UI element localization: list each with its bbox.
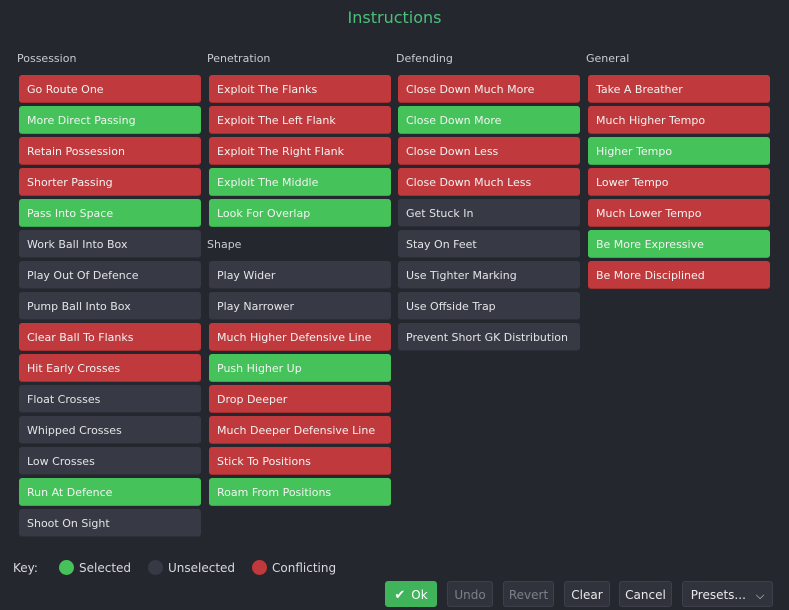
chevron-down-icon: ⌵: [755, 589, 765, 602]
instruction-play-narrower-button[interactable]: Play Narrower: [209, 292, 391, 320]
dialog-title: Instructions: [347, 8, 442, 27]
instruction-take-a-breather-button[interactable]: Take A Breather: [588, 75, 770, 103]
instruction-stay-on-feet-button[interactable]: Stay On Feet: [398, 230, 580, 258]
instruction-use-offside-trap-button[interactable]: Use Offside Trap: [398, 292, 580, 320]
instruction-look-for-overlap-button[interactable]: Look For Overlap: [209, 199, 391, 227]
instruction-be-more-disciplined-button[interactable]: Be More Disciplined: [588, 261, 770, 289]
presets-button-label: Presets...: [690, 588, 746, 602]
undo-button[interactable]: Undo: [447, 581, 493, 607]
instruction-work-ball-into-box-button[interactable]: Work Ball Into Box: [19, 230, 201, 258]
instruction-close-down-much-less-button[interactable]: Close Down Much Less: [398, 168, 580, 196]
instruction-much-higher-defensive-line-button[interactable]: Much Higher Defensive Line: [209, 323, 391, 351]
revert-button[interactable]: Revert: [503, 581, 554, 607]
instruction-close-down-more-button[interactable]: Close Down More: [398, 106, 580, 134]
column-heading-general: General: [586, 52, 630, 65]
instruction-exploit-the-left-flank-button[interactable]: Exploit The Left Flank: [209, 106, 391, 134]
instruction-play-out-of-defence-button[interactable]: Play Out Of Defence: [19, 261, 201, 289]
instruction-hit-early-crosses-button[interactable]: Hit Early Crosses: [19, 354, 201, 382]
unselected-key-label: Unselected: [168, 561, 236, 575]
instruction-clear-ball-to-flanks-button[interactable]: Clear Ball To Flanks: [19, 323, 201, 351]
instruction-exploit-the-right-flank-button[interactable]: Exploit The Right Flank: [209, 137, 391, 165]
conflicting-key-label: Conflicting: [272, 561, 337, 575]
instruction-pass-into-space-button[interactable]: Pass Into Space: [19, 199, 201, 227]
cancel-button[interactable]: Cancel: [619, 581, 672, 607]
instruction-drop-deeper-button[interactable]: Drop Deeper: [209, 385, 391, 413]
unselected-key-dot: [148, 560, 163, 575]
column-heading-defending: Defending: [396, 52, 453, 65]
instruction-exploit-the-flanks-button[interactable]: Exploit The Flanks: [209, 75, 391, 103]
section-heading-shape: Shape: [207, 238, 242, 251]
instruction-shorter-passing-button[interactable]: Shorter Passing: [19, 168, 201, 196]
ok-button-label: Ok: [411, 588, 428, 602]
key-label: Key:: [13, 561, 38, 575]
presets-button[interactable]: Presets... ⌵: [682, 581, 773, 607]
selected-key-dot: [59, 560, 74, 575]
instruction-shoot-on-sight-button[interactable]: Shoot On Sight: [19, 509, 201, 537]
instruction-roam-from-positions-button[interactable]: Roam From Positions: [209, 478, 391, 506]
conflicting-key-dot: [252, 560, 267, 575]
instruction-much-deeper-defensive-line-button[interactable]: Much Deeper Defensive Line: [209, 416, 391, 444]
instruction-low-crosses-button[interactable]: Low Crosses: [19, 447, 201, 475]
instruction-pump-ball-into-box-button[interactable]: Pump Ball Into Box: [19, 292, 201, 320]
instruction-retain-possession-button[interactable]: Retain Possession: [19, 137, 201, 165]
column-heading-penetration: Penetration: [207, 52, 271, 65]
instruction-run-at-defence-button[interactable]: Run At Defence: [19, 478, 201, 506]
instruction-get-stuck-in-button[interactable]: Get Stuck In: [398, 199, 580, 227]
instruction-much-higher-tempo-button[interactable]: Much Higher Tempo: [588, 106, 770, 134]
instruction-stick-to-positions-button[interactable]: Stick To Positions: [209, 447, 391, 475]
instruction-push-higher-up-button[interactable]: Push Higher Up: [209, 354, 391, 382]
instruction-prevent-short-gk-distribution-button[interactable]: Prevent Short GK Distribution: [398, 323, 580, 351]
instruction-whipped-crosses-button[interactable]: Whipped Crosses: [19, 416, 201, 444]
instruction-much-lower-tempo-button[interactable]: Much Lower Tempo: [588, 199, 770, 227]
instruction-higher-tempo-button[interactable]: Higher Tempo: [588, 137, 770, 165]
selected-key-label: Selected: [79, 561, 132, 575]
column-heading-possession: Possession: [17, 52, 77, 65]
instruction-use-tighter-marking-button[interactable]: Use Tighter Marking: [398, 261, 580, 289]
instruction-close-down-much-more-button[interactable]: Close Down Much More: [398, 75, 580, 103]
ok-button[interactable]: ✔ Ok: [385, 581, 437, 607]
check-icon: ✔: [394, 588, 406, 603]
instruction-more-direct-passing-button[interactable]: More Direct Passing: [19, 106, 201, 134]
instruction-close-down-less-button[interactable]: Close Down Less: [398, 137, 580, 165]
instruction-float-crosses-button[interactable]: Float Crosses: [19, 385, 201, 413]
clear-button[interactable]: Clear: [564, 581, 610, 607]
instruction-go-route-one-button[interactable]: Go Route One: [19, 75, 201, 103]
instruction-play-wider-button[interactable]: Play Wider: [209, 261, 391, 289]
instruction-exploit-the-middle-button[interactable]: Exploit The Middle: [209, 168, 391, 196]
instruction-be-more-expressive-button[interactable]: Be More Expressive: [588, 230, 770, 258]
instruction-lower-tempo-button[interactable]: Lower Tempo: [588, 168, 770, 196]
